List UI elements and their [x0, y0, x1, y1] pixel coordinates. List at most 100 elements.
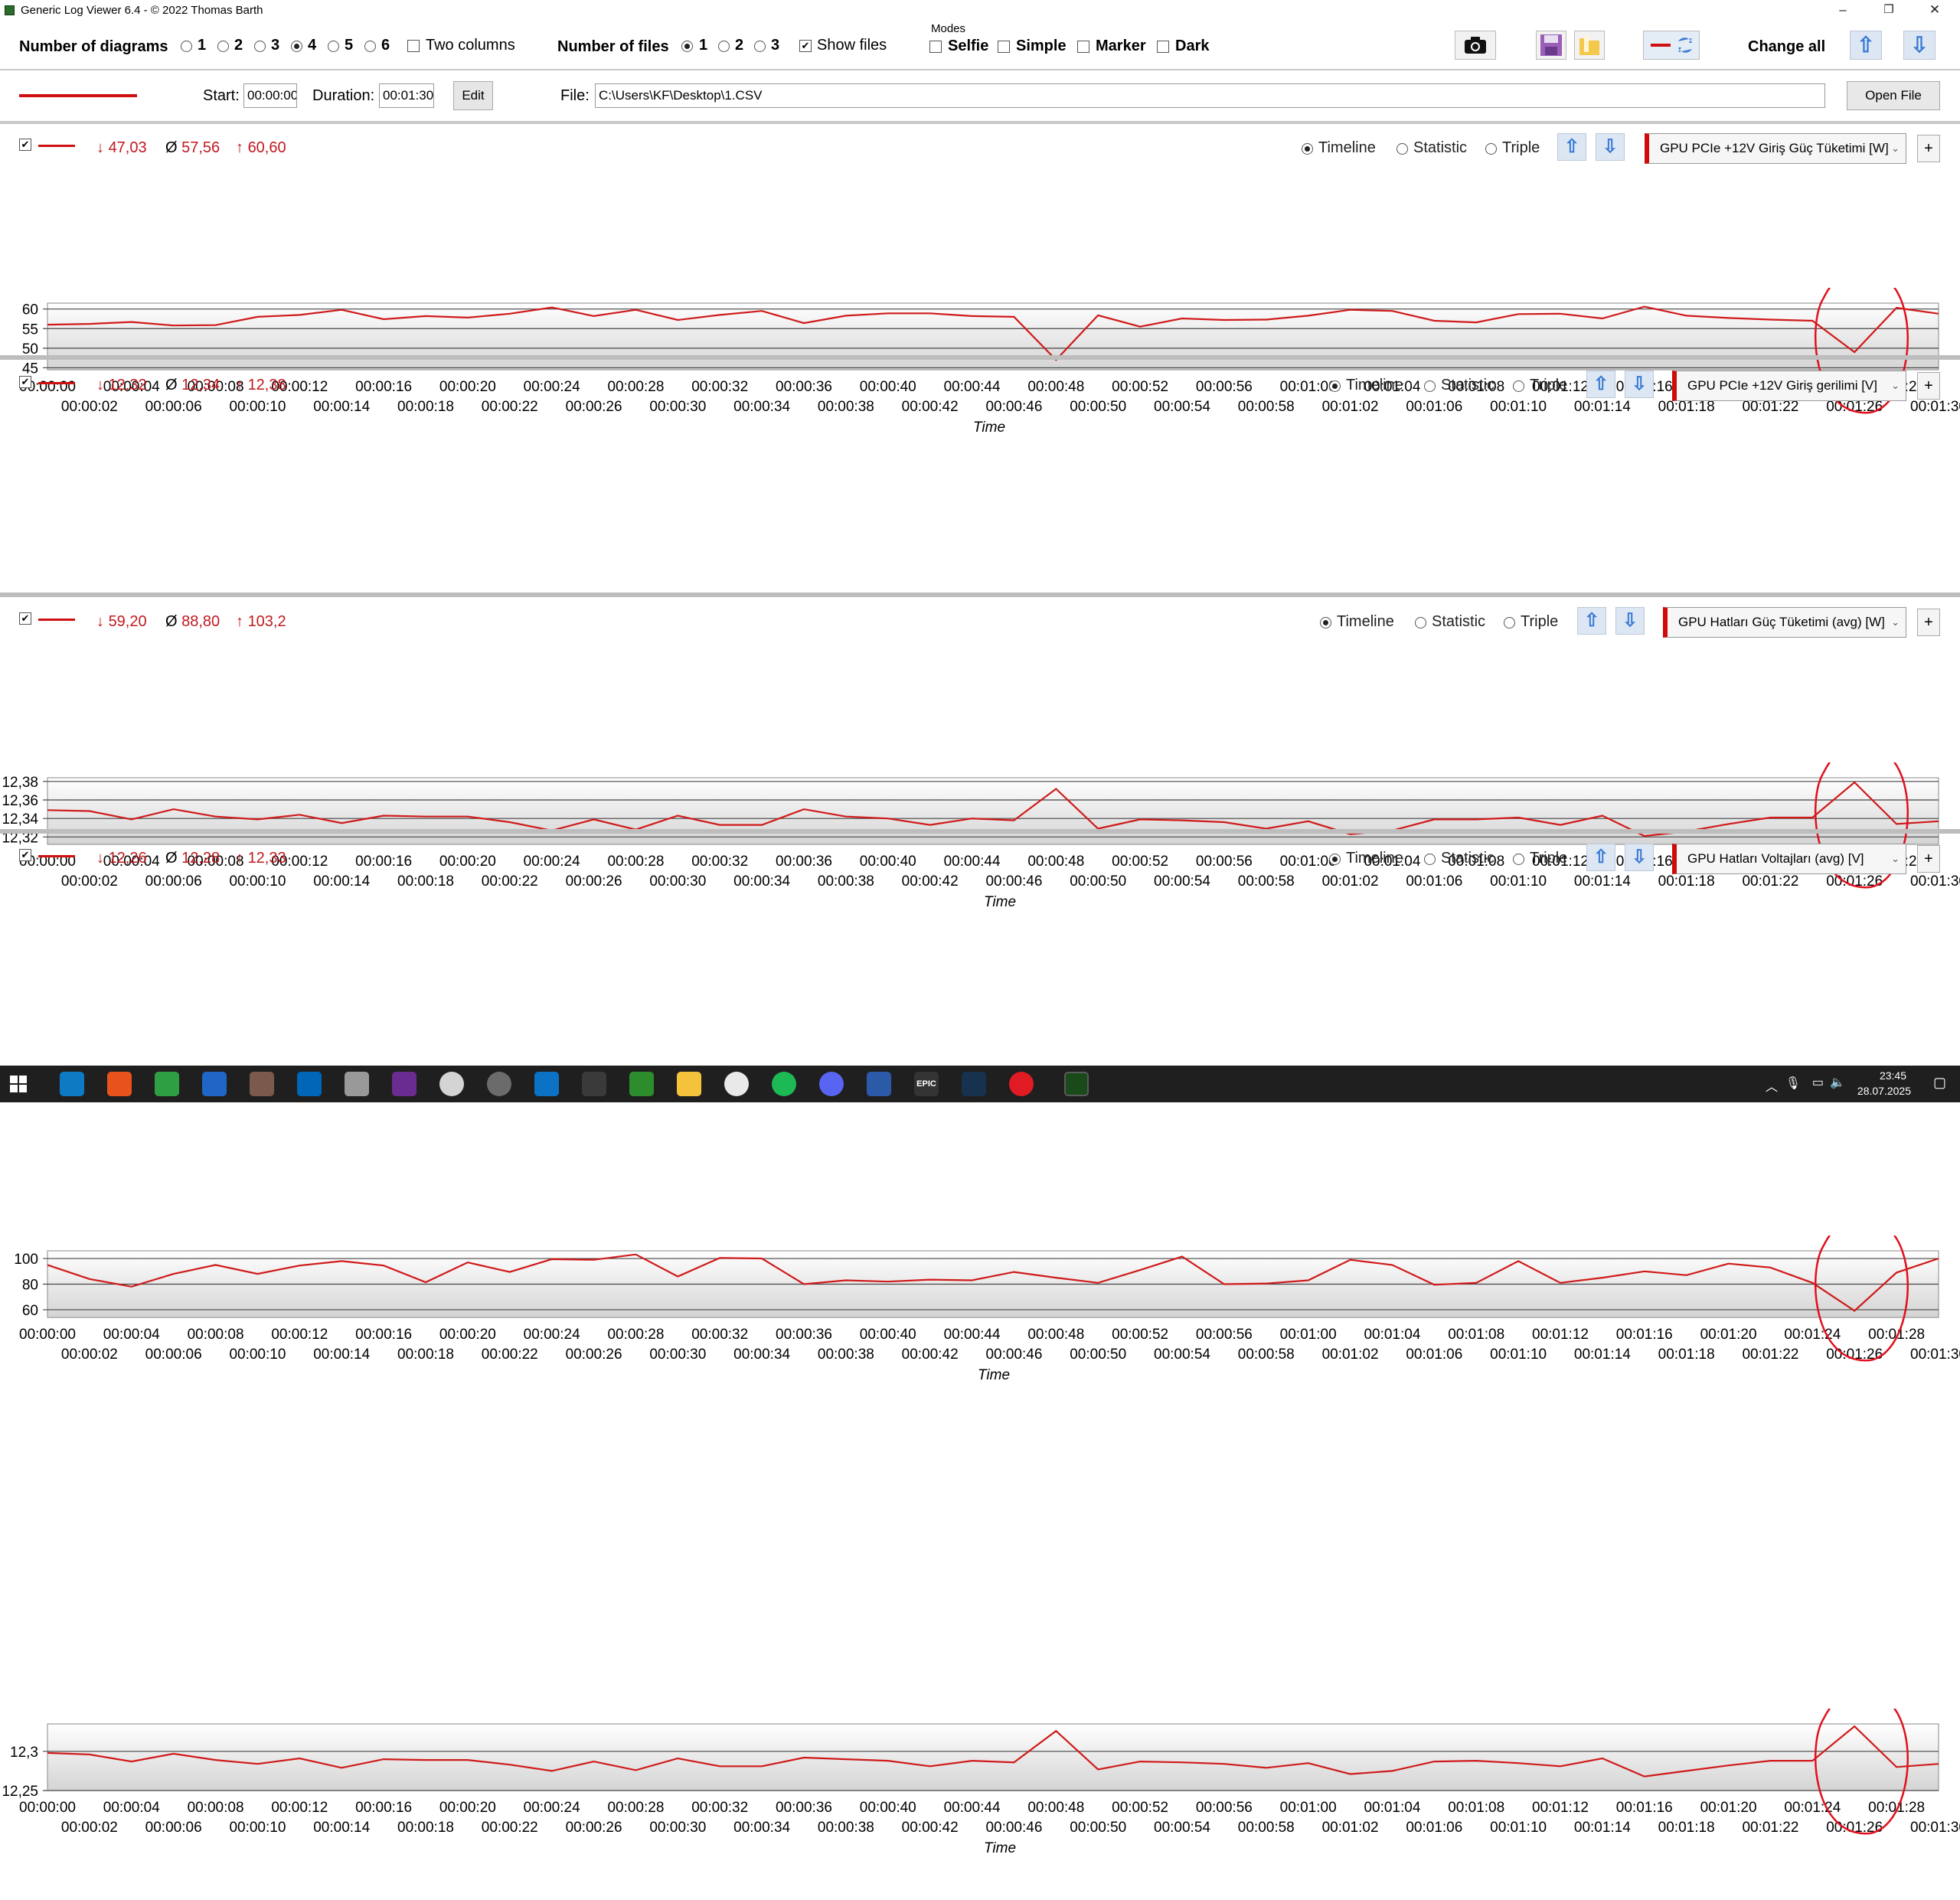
sensor-select[interactable]: GPU Hatları Güç Tüketimi (avg) [W] ⌄: [1663, 607, 1906, 638]
diagram-line-swatch[interactable]: [38, 619, 75, 621]
mode-dark-checkbox[interactable]: [1157, 41, 1169, 53]
add-sensor-button[interactable]: +: [1917, 845, 1940, 873]
line-swap-button[interactable]: [1643, 31, 1700, 60]
move-all-down-button[interactable]: ⇩: [1903, 31, 1936, 60]
discord-icon[interactable]: [819, 1072, 844, 1096]
save-button[interactable]: [1536, 31, 1566, 60]
diagram-visible-checkbox[interactable]: ✔: [19, 612, 31, 625]
terminal-icon[interactable]: [1064, 1072, 1089, 1096]
sensor-select[interactable]: GPU Hatları Voltajları (avg) [V] ⌄: [1672, 844, 1906, 874]
view-timeline-radio[interactable]: [1329, 380, 1341, 392]
diagram-visible-checkbox[interactable]: ✔: [19, 139, 31, 151]
microphone-icon[interactable]: 🎙: [1785, 1077, 1801, 1090]
minimize-button[interactable]: –: [1839, 2, 1847, 17]
files-radio-1[interactable]: [681, 41, 693, 52]
diagram-visible-checkbox[interactable]: ✔: [19, 849, 31, 861]
diagram-move-down-button[interactable]: ⇩: [1596, 133, 1625, 161]
x-tick-label: 00:00:16: [355, 1800, 412, 1816]
diagram-move-down-button[interactable]: ⇩: [1625, 844, 1654, 871]
diagram-line-swatch[interactable]: [38, 145, 75, 147]
open-folder-button[interactable]: [1574, 31, 1605, 60]
view-triple-radio[interactable]: [1513, 380, 1524, 392]
sensor-select[interactable]: GPU PCIe +12V Giriş gerilimi [V] ⌄: [1672, 371, 1906, 401]
view-triple-radio[interactable]: [1513, 854, 1524, 865]
add-sensor-button[interactable]: +: [1917, 372, 1940, 400]
view-statistic-radio[interactable]: [1415, 617, 1426, 628]
show-files-checkbox[interactable]: ✔: [799, 40, 812, 52]
view-triple-radio[interactable]: [1504, 617, 1515, 628]
xbox-icon[interactable]: [629, 1072, 654, 1096]
view-statistic-radio[interactable]: [1396, 143, 1408, 155]
diagrams-radio-3[interactable]: [254, 41, 266, 52]
view-triple-radio[interactable]: [1485, 143, 1497, 155]
move-all-up-button[interactable]: ⇧: [1850, 31, 1882, 60]
x-tick-label: 00:00:26: [566, 873, 622, 890]
open-file-button[interactable]: Open File: [1847, 81, 1940, 110]
diagram-line-swatch[interactable]: [38, 382, 75, 384]
diagram-move-down-button[interactable]: ⇩: [1615, 607, 1645, 635]
timeline-chart[interactable]: 100 80 60 00:00:00 00:00:04 00:00:08 00:00:12 0…: [0, 1236, 1960, 1427]
diagram-move-up-button[interactable]: ⇧: [1586, 371, 1615, 398]
network-icon[interactable]: ▭: [1811, 1076, 1824, 1089]
sensor-select[interactable]: GPU PCIe +12V Giriş Güç Tüketimi [W] ⌄: [1645, 133, 1906, 164]
mode-selfie-checkbox[interactable]: [929, 41, 942, 53]
close-button[interactable]: ✕: [1929, 2, 1941, 17]
diagrams-radio-6[interactable]: [364, 41, 376, 52]
add-sensor-button[interactable]: +: [1917, 609, 1940, 636]
windows-start-icon[interactable]: [9, 1075, 34, 1099]
app-n-icon[interactable]: [439, 1072, 464, 1096]
view-timeline-radio[interactable]: [1302, 143, 1313, 155]
app-bars-icon[interactable]: [534, 1072, 559, 1096]
screenshot-button[interactable]: [1455, 31, 1496, 60]
clock-date[interactable]: 28.07.2025: [1857, 1085, 1911, 1097]
duration-input[interactable]: 00:01:30: [379, 83, 434, 108]
chevron-up-icon[interactable]: ︿: [1765, 1081, 1778, 1094]
mode-marker-checkbox[interactable]: [1077, 41, 1089, 53]
app-hex-icon[interactable]: [155, 1072, 179, 1096]
diagrams-radio-2[interactable]: [217, 41, 229, 52]
opera-icon[interactable]: [1009, 1072, 1034, 1096]
diagram-move-up-button[interactable]: ⇧: [1586, 844, 1615, 871]
files-radio-3[interactable]: [754, 41, 766, 52]
diagram-move-up-button[interactable]: ⇧: [1577, 607, 1606, 635]
folder-icon[interactable]: [677, 1072, 701, 1096]
add-sensor-button[interactable]: +: [1917, 135, 1940, 162]
diagram-line-swatch[interactable]: [38, 855, 75, 857]
notification-icon[interactable]: ▢: [1932, 1075, 1946, 1090]
app-m-icon[interactable]: [202, 1072, 227, 1096]
spotify-icon[interactable]: [772, 1072, 796, 1096]
app-blue-icon[interactable]: [867, 1072, 891, 1096]
app-feather-icon[interactable]: [345, 1072, 369, 1096]
files-radio-2[interactable]: [718, 41, 730, 52]
diagram-visible-checkbox[interactable]: ✔: [19, 376, 31, 388]
store-icon[interactable]: [297, 1072, 322, 1096]
view-timeline-radio[interactable]: [1329, 854, 1341, 865]
diagram-move-up-button[interactable]: ⇧: [1557, 133, 1586, 161]
clock-time[interactable]: 23:45: [1879, 1069, 1906, 1082]
view-statistic-radio[interactable]: [1424, 854, 1436, 865]
app-doc-icon[interactable]: [392, 1072, 416, 1096]
volume-icon[interactable]: 🔈: [1830, 1076, 1845, 1089]
diagram-move-down-button[interactable]: ⇩: [1625, 371, 1654, 398]
app-folder2-icon[interactable]: [582, 1072, 606, 1096]
two-columns-checkbox[interactable]: [407, 40, 420, 52]
mode-simple-checkbox[interactable]: [998, 41, 1010, 53]
file-path-input[interactable]: C:\Users\KF\Desktop\1.CSV: [595, 83, 1825, 108]
epic-icon[interactable]: EPIC: [914, 1072, 939, 1096]
maximize-button[interactable]: ❐: [1883, 3, 1894, 16]
file-line-color-swatch[interactable]: [19, 94, 137, 97]
app-spiral-icon[interactable]: [487, 1072, 511, 1096]
chrome-icon[interactable]: [724, 1072, 749, 1096]
explorer-icon[interactable]: [60, 1072, 84, 1096]
view-timeline-radio[interactable]: [1320, 617, 1331, 628]
diagrams-radio-5[interactable]: [328, 41, 339, 52]
start-input[interactable]: 00:00:00: [243, 83, 297, 108]
office-icon[interactable]: [107, 1072, 132, 1096]
app-calc-icon[interactable]: [250, 1072, 274, 1096]
steam-icon[interactable]: [962, 1072, 986, 1096]
diagrams-radio-1[interactable]: [181, 41, 192, 52]
view-statistic-radio[interactable]: [1424, 380, 1436, 392]
diagrams-radio-4[interactable]: [291, 41, 302, 52]
edit-button[interactable]: Edit: [453, 81, 493, 110]
